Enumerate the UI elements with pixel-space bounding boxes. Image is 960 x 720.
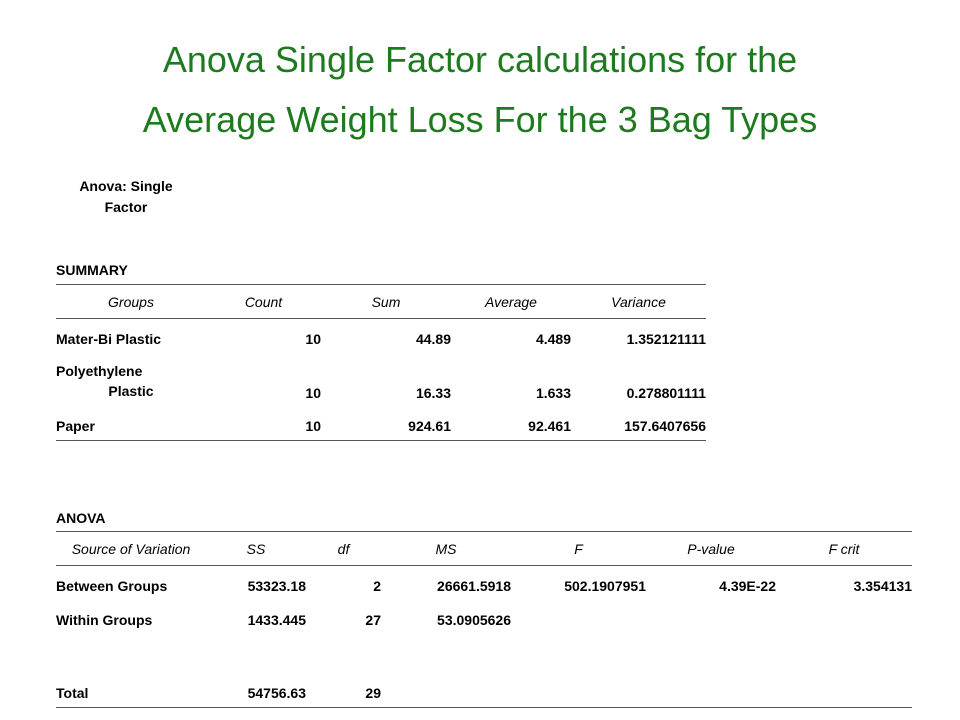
anova-pvalue-cell	[646, 674, 776, 708]
anova-caption-line1: Anova: Single	[79, 178, 173, 194]
anova-header-source: Source of Variation	[71, 540, 191, 557]
summary-header-sum: Sum	[371, 293, 401, 310]
anova-pvalue-cell	[646, 600, 776, 634]
anova-header-row: Source of Variation SS df MS F P-value F…	[56, 531, 912, 566]
anova-source-cell: Between Groups	[56, 577, 168, 594]
anova-f-cell	[511, 674, 646, 708]
anova-header-fcrit: F crit	[828, 540, 860, 557]
anova-label: ANOVA	[56, 510, 106, 526]
summary-table: Groups Count Sum Average Variance Mater-…	[56, 284, 706, 441]
summary-sum-cell: 16.33	[415, 384, 451, 401]
summary-variance-cell: 0.278801111	[626, 384, 706, 401]
anova-ss-cell: 53323.18	[247, 577, 306, 594]
anova-fcrit-cell: 3.354131	[853, 577, 912, 594]
anova-f-cell	[511, 600, 646, 634]
anova-ss-cell: 54756.63	[247, 685, 306, 701]
slide-title-line1: Anova Single Factor calculations for the	[162, 39, 798, 80]
anova-f-cell: 502.1907951	[564, 577, 646, 594]
summary-group-line1: Polyethylene	[56, 362, 143, 379]
summary-count-cell: 10	[305, 418, 321, 434]
anova-row: Between Groups 53323.18 2 26661.5918 502…	[56, 566, 912, 600]
anova-df-cell: 27	[365, 611, 381, 628]
anova-header-ss: SS	[246, 540, 266, 557]
anova-ss-cell: 1433.445	[247, 611, 306, 628]
summary-variance-cell: 157.6407656	[624, 418, 706, 434]
anova-table: Source of Variation SS df MS F P-value F…	[56, 531, 912, 708]
anova-header-df: df	[337, 540, 350, 557]
anova-spacer-row	[56, 634, 912, 674]
summary-average-cell: 92.461	[528, 418, 571, 434]
anova-caption: Anova: Single Factor	[56, 176, 196, 218]
anova-row: Within Groups 1433.445 27 53.0905626	[56, 600, 912, 634]
anova-df-cell: 2	[373, 577, 381, 594]
summary-row: Polyethylene Plastic 10 16.33 1.633 0.27…	[56, 353, 706, 407]
anova-caption-line2: Factor	[104, 199, 148, 215]
summary-group-cell: Polyethylene Plastic	[56, 353, 206, 407]
summary-count-cell: 10	[305, 330, 321, 347]
summary-group-cell: Mater-Bi Plastic	[56, 330, 162, 347]
summary-header-variance: Variance	[611, 293, 666, 310]
summary-row: Mater-Bi Plastic 10 44.89 4.489 1.352121…	[56, 319, 706, 353]
anova-header-f: F	[574, 540, 583, 557]
anova-pvalue-cell: 4.39E-22	[719, 577, 776, 594]
anova-row: Total 54756.63 29	[56, 674, 912, 708]
anova-source-cell: Within Groups	[56, 611, 153, 628]
anova-fcrit-cell	[776, 600, 912, 634]
summary-group-cell: Paper	[56, 418, 95, 434]
summary-count-cell: 10	[305, 384, 321, 401]
slide-title: Anova Single Factor calculations for the…	[0, 30, 960, 150]
anova-ms-cell: 53.0905626	[437, 611, 511, 628]
anova-header-pvalue: P-value	[687, 540, 735, 557]
summary-average-cell: 4.489	[535, 330, 571, 347]
anova-ms-cell	[381, 674, 511, 708]
summary-group-line2: Plastic	[108, 382, 154, 399]
summary-header-average: Average	[485, 293, 537, 310]
anova-fcrit-cell	[776, 674, 912, 708]
summary-sum-cell: 924.61	[408, 418, 451, 434]
summary-label: SUMMARY	[56, 262, 128, 278]
summary-average-cell: 1.633	[535, 384, 571, 401]
summary-variance-cell: 1.352121111	[626, 330, 706, 347]
anova-source-cell: Total	[56, 685, 89, 701]
anova-ms-cell: 26661.5918	[437, 577, 511, 594]
anova-header-ms: MS	[435, 540, 457, 557]
slide-title-line2: Average Weight Loss For the 3 Bag Types	[142, 99, 818, 140]
anova-df-cell: 29	[365, 685, 381, 701]
summary-header-groups: Groups	[108, 293, 154, 310]
summary-row: Paper 10 924.61 92.461 157.6407656	[56, 407, 706, 441]
summary-header-count: Count	[244, 293, 283, 310]
summary-sum-cell: 44.89	[415, 330, 451, 347]
summary-header-row: Groups Count Sum Average Variance	[56, 284, 706, 319]
